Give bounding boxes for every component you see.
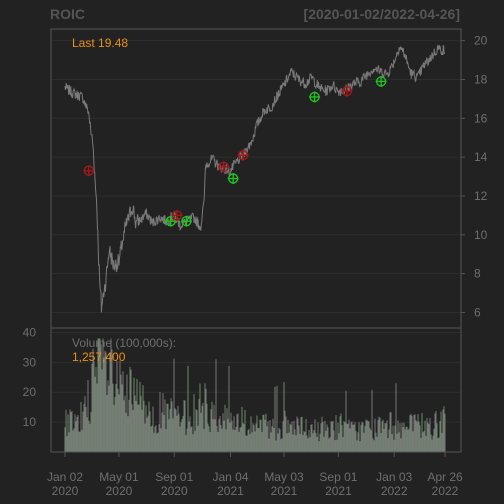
x-tick-label-date: Jan 03 [376,470,412,484]
last-price-label: Last 19.48 [72,36,128,50]
volume-tick-label: 20 [23,385,37,399]
x-tick-label-date: Sep 01 [155,470,193,484]
volume-label: Volume (100,000s): [72,336,176,350]
volume-axis-ticks: 40 30 20 10 [23,325,37,429]
x-tick-label-year: 2021 [217,484,244,498]
volume-grid [51,331,461,423]
x-tick-label-date: Apr 26 [427,470,463,484]
price-series [64,44,446,313]
x-tick-label-year: 2021 [325,484,352,498]
x-tick-label-date: Sep 01 [319,470,357,484]
x-tick-label-year: 2022 [381,484,408,498]
x-tick-label-year: 2020 [161,484,188,498]
volume-panel-frame [50,327,462,453]
x-tick-label-date: May 01 [99,470,139,484]
price-tick-label: 12 [474,189,488,203]
price-grid [51,40,461,313]
volume-bars [64,338,446,452]
x-tick-label-year: 2022 [432,484,459,498]
volume-value: 1,257,400 [72,350,126,364]
chart-title: ROIC [50,6,85,22]
x-tick-label-date: May 03 [264,470,304,484]
price-tick-label: 6 [474,305,481,319]
price-tick-label: 20 [474,34,488,48]
x-tick-label-date: Jan 04 [212,470,248,484]
trade-signals [83,75,387,227]
volume-tick-label: 10 [23,415,37,429]
chart-date-range: [2020-01-02/2022-04-26] [304,6,460,22]
volume-tick-label: 40 [23,325,37,339]
price-axis-ticks: 20 18 16 14 12 10 8 6 [461,34,488,319]
price-line [64,44,446,313]
price-tick-label: 18 [474,72,488,86]
x-tick-label-year: 2021 [271,484,298,498]
x-tick-label-year: 2020 [106,484,133,498]
price-tick-label: 16 [474,111,488,125]
x-tick-label-date: Jan 02 [47,470,83,484]
price-tick-label: 14 [474,150,488,164]
price-tick-label: 8 [474,267,481,281]
price-tick-label: 10 [474,228,488,242]
volume-tick-label: 30 [23,355,37,369]
x-tick-label-year: 2020 [52,484,79,498]
